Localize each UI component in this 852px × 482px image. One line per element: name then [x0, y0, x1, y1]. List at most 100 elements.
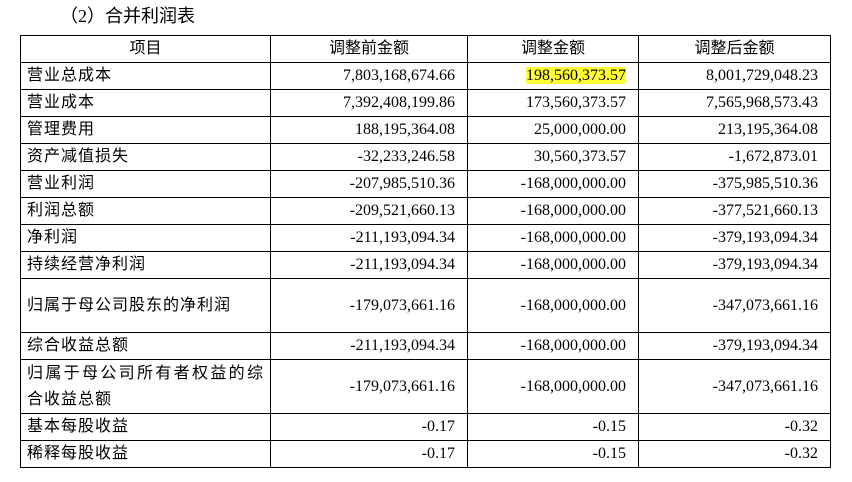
- income-table: 项目 调整前金额 调整金额 调整后金额 营业总成本 7,803,168,674.66 19…: [20, 35, 831, 468]
- amount: -32,233,246.58: [357, 148, 455, 165]
- amount: 25,000,000.00: [534, 121, 626, 138]
- amount: 7,803,168,674.66: [343, 67, 455, 84]
- amount-cell: -179,073,661.16: [270, 278, 468, 333]
- row-label: 管理费用: [20, 116, 271, 144]
- table-row: 营业总成本 7,803,168,674.66 198,560,373.57 8,001…: [20, 62, 831, 90]
- row-label: 利润总额: [20, 197, 271, 225]
- amount: -168,000,000.00: [520, 296, 626, 314]
- amount: -211,193,094.34: [350, 256, 455, 273]
- amount: -168,000,000.00: [520, 377, 626, 395]
- amount-cell: 25,000,000.00: [467, 116, 639, 144]
- amount-cell: -207,985,510.36: [270, 170, 468, 198]
- amount: -207,985,510.36: [349, 175, 455, 192]
- amount: 173,560,373.57: [526, 94, 626, 111]
- row-label: 持续经营净利润: [20, 251, 271, 279]
- header-cell: 项目: [20, 35, 271, 63]
- amount-cell: -32,233,246.58: [270, 143, 468, 171]
- amount-cell: -377,521,660.13: [638, 197, 831, 225]
- amount-cell: 7,565,968,573.43: [638, 89, 831, 117]
- table-row: 基本每股收益 -0.17 -0.15 -0.32: [20, 413, 831, 441]
- amount-cell: -211,193,094.34: [270, 251, 468, 279]
- amount: -0.32: [784, 418, 818, 435]
- table-row: 资产减值损失 -32,233,246.58 30,560,373.57 -1,672,…: [20, 143, 831, 171]
- header-cell: 调整前金额: [270, 35, 468, 63]
- amount-cell: -168,000,000.00: [467, 224, 639, 252]
- table-row: 营业成本 7,392,408,199.86 173,560,373.57 7,565,…: [20, 89, 831, 117]
- header-cell: 调整金额: [467, 35, 639, 63]
- amount-cell: 7,803,168,674.66: [270, 62, 468, 90]
- table-row: 归属于母公司股东的净利润 -179,073,661.16 -168,000,000.…: [20, 278, 831, 333]
- amount-cell: -211,193,094.34: [270, 332, 468, 360]
- row-label: 归属于母公司股东的净利润: [20, 278, 271, 333]
- amount: 7,565,968,573.43: [706, 94, 818, 111]
- row-label: 营业利润: [20, 170, 271, 198]
- amount-cell: -379,193,094.34: [638, 251, 831, 279]
- amount: -0.17: [421, 445, 455, 462]
- amount: -209,521,660.13: [349, 202, 455, 219]
- amount-cell: -168,000,000.00: [467, 359, 639, 414]
- amount-cell: -0.15: [467, 440, 639, 468]
- amount-cell: -379,193,094.34: [638, 224, 831, 252]
- amount-cell: -0.32: [638, 440, 831, 468]
- row-label: 营业成本: [20, 89, 271, 117]
- amount-cell: -179,073,661.16: [270, 359, 468, 414]
- table-row: 归属于母公司所有者权益的综合收益总额 -179,073,661.16 -168,00…: [20, 359, 831, 414]
- amount-cell: 213,195,364.08: [638, 116, 831, 144]
- amount-cell: -375,985,510.36: [638, 170, 831, 198]
- amount: -0.15: [592, 418, 626, 435]
- highlighted-amount: 198,560,373.57: [526, 67, 626, 84]
- row-label: 基本每股收益: [20, 413, 271, 441]
- amount: -168,000,000.00: [520, 202, 626, 219]
- table-row: 稀释每股收益 -0.17 -0.15 -0.32: [20, 440, 831, 468]
- amount-cell: -168,000,000.00: [467, 170, 639, 198]
- table-row: 管理费用 188,195,364.08 25,000,000.00 213,195,3…: [20, 116, 831, 144]
- table-row: 净利润 -211,193,094.34 -168,000,000.00 -379,19…: [20, 224, 831, 252]
- amount-cell: -211,193,094.34: [270, 224, 468, 252]
- amount-cell: -168,000,000.00: [467, 197, 639, 225]
- amount: -347,073,661.16: [712, 377, 818, 395]
- amount-cell: -0.15: [467, 413, 639, 441]
- row-label: 营业总成本: [20, 62, 271, 90]
- amount: -379,193,094.34: [712, 337, 818, 354]
- amount: -179,073,661.16: [349, 296, 455, 314]
- amount-cell: 173,560,373.57: [467, 89, 639, 117]
- table-row: 营业利润 -207,985,510.36 -168,000,000.00 -375,9…: [20, 170, 831, 198]
- amount: -377,521,660.13: [712, 202, 818, 219]
- table-row: 综合收益总额 -211,193,094.34 -168,000,000.00 -379…: [20, 332, 831, 360]
- table-row: 持续经营净利润 -211,193,094.34 -168,000,000.00 -37…: [20, 251, 831, 279]
- amount-cell: 198,560,373.57: [467, 62, 639, 90]
- amount: 30,560,373.57: [534, 148, 626, 165]
- amount: -211,193,094.34: [350, 337, 455, 354]
- amount: -168,000,000.00: [520, 337, 626, 354]
- amount: 213,195,364.08: [718, 121, 818, 138]
- amount-cell: 8,001,729,048.23: [638, 62, 831, 90]
- amount-cell: 7,392,408,199.86: [270, 89, 468, 117]
- amount: -347,073,661.16: [712, 296, 818, 314]
- amount-cell: -209,521,660.13: [270, 197, 468, 225]
- table-title: （2）合并利润表: [60, 6, 195, 26]
- amount-cell: 188,195,364.08: [270, 116, 468, 144]
- header-row: 项目 调整前金额 调整金额 调整后金额: [20, 35, 831, 63]
- amount-cell: -347,073,661.16: [638, 278, 831, 333]
- amount-cell: -168,000,000.00: [467, 332, 639, 360]
- row-label: 资产减值损失: [20, 143, 271, 171]
- row-label: 净利润: [20, 224, 271, 252]
- amount: -168,000,000.00: [520, 175, 626, 192]
- amount-cell: -168,000,000.00: [467, 251, 639, 279]
- amount: -179,073,661.16: [349, 377, 455, 395]
- amount: -379,193,094.34: [712, 256, 818, 273]
- amount-cell: -1,672,873.01: [638, 143, 831, 171]
- amount-cell: -0.17: [270, 413, 468, 441]
- amount: -168,000,000.00: [520, 229, 626, 246]
- amount-cell: -0.32: [638, 413, 831, 441]
- amount: -0.32: [784, 445, 818, 462]
- amount: -379,193,094.34: [712, 229, 818, 246]
- amount: 8,001,729,048.23: [706, 67, 818, 84]
- row-label: 稀释每股收益: [20, 440, 271, 468]
- amount-cell: -379,193,094.34: [638, 332, 831, 360]
- amount-cell: -168,000,000.00: [467, 278, 639, 333]
- amount: -168,000,000.00: [520, 256, 626, 273]
- amount: -375,985,510.36: [712, 175, 818, 192]
- amount: 7,392,408,199.86: [343, 94, 455, 111]
